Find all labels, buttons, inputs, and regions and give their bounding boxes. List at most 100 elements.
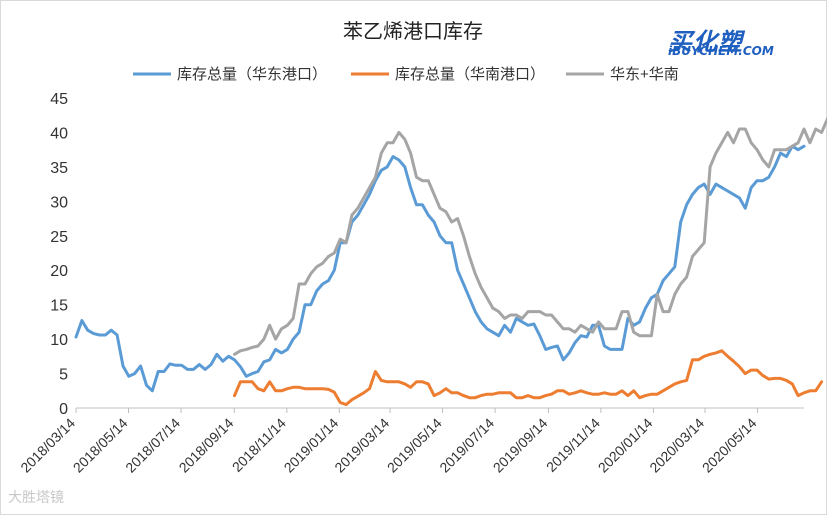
x-tick-label: 2019/11/14 <box>543 415 603 475</box>
y-tick-label: 45 <box>50 91 68 108</box>
data-point <box>662 389 664 392</box>
data-point <box>638 396 641 399</box>
data-point <box>286 387 289 390</box>
data-point <box>474 310 477 313</box>
data-point <box>327 388 330 391</box>
data-point <box>509 391 512 394</box>
data-point <box>726 131 729 134</box>
data-point <box>374 370 377 373</box>
data-point <box>656 393 659 396</box>
data-point <box>609 348 612 351</box>
data-point <box>650 296 653 299</box>
data-point <box>403 383 406 385</box>
data-point <box>591 393 594 396</box>
series-group <box>233 349 824 407</box>
data-point <box>762 159 764 161</box>
data-point <box>145 384 148 387</box>
series-line <box>233 349 824 407</box>
data-point <box>562 327 565 330</box>
y-tick-label: 10 <box>50 332 68 349</box>
data-point <box>486 327 488 330</box>
data-point <box>591 324 594 327</box>
data-point <box>280 352 283 354</box>
data-point <box>351 214 353 217</box>
data-point <box>644 307 647 309</box>
data-point <box>245 380 248 383</box>
data-point <box>691 193 694 196</box>
data-point <box>292 386 295 389</box>
data-point <box>785 379 788 382</box>
legend-label: 库存总量（华南港口） <box>395 66 545 83</box>
data-point <box>668 272 670 275</box>
data-point <box>497 391 500 394</box>
data-point <box>398 131 400 134</box>
data-point <box>744 128 747 130</box>
data-point <box>509 331 512 334</box>
data-point <box>673 383 676 385</box>
data-point <box>298 283 300 285</box>
data-point <box>280 327 283 330</box>
data-point <box>433 221 435 223</box>
data-point <box>486 296 488 299</box>
data-point <box>304 283 306 285</box>
data-point <box>791 145 794 148</box>
data-point <box>133 372 136 375</box>
data-point <box>720 349 723 352</box>
data-point <box>439 391 441 394</box>
data-point <box>615 348 617 351</box>
data-point <box>462 234 465 237</box>
data-point <box>750 186 753 189</box>
data-point <box>803 128 805 130</box>
data-point <box>239 365 242 368</box>
x-tick-label: 2019/05/14 <box>384 415 445 476</box>
data-point <box>474 272 477 275</box>
data-point <box>368 387 371 390</box>
x-tick-label: 2020/01/14 <box>595 415 656 476</box>
series-line <box>74 144 806 393</box>
data-point <box>468 296 471 299</box>
data-point <box>309 387 312 390</box>
data-point <box>544 348 547 351</box>
data-point <box>580 324 582 327</box>
data-point <box>392 141 394 144</box>
legend-label: 库存总量（华东港口） <box>177 66 327 83</box>
data-point <box>127 375 130 378</box>
data-point <box>210 363 212 366</box>
data-point <box>445 387 447 390</box>
data-point <box>773 377 776 380</box>
data-point <box>239 349 242 352</box>
data-point <box>368 186 371 189</box>
data-point <box>668 310 670 313</box>
y-tick-label: 0 <box>59 401 68 418</box>
data-point <box>169 363 171 365</box>
data-point <box>738 365 741 368</box>
data-point <box>245 348 248 351</box>
data-point <box>251 372 254 375</box>
data-point <box>703 355 706 358</box>
data-point <box>251 346 254 349</box>
data-point <box>497 310 500 313</box>
data-point <box>456 269 459 272</box>
data-point <box>268 358 271 361</box>
data-point <box>585 336 588 338</box>
data-point <box>574 391 576 394</box>
data-point <box>309 272 312 275</box>
data-point <box>380 379 383 382</box>
data-point <box>491 307 494 309</box>
data-point <box>709 353 711 356</box>
data-point <box>644 394 647 397</box>
data-point <box>110 329 113 332</box>
data-point <box>732 141 735 144</box>
data-point <box>556 321 559 323</box>
data-point <box>251 380 254 383</box>
data-point <box>321 262 324 265</box>
data-point <box>538 310 541 313</box>
data-point <box>709 193 711 196</box>
data-point <box>568 393 571 396</box>
data-point <box>644 334 647 337</box>
data-point <box>257 370 259 373</box>
data-point <box>668 386 670 389</box>
data-point <box>450 241 453 244</box>
x-tick-label: 2018/05/14 <box>70 415 131 476</box>
x-tick-label: 2020/03/14 <box>646 415 707 476</box>
